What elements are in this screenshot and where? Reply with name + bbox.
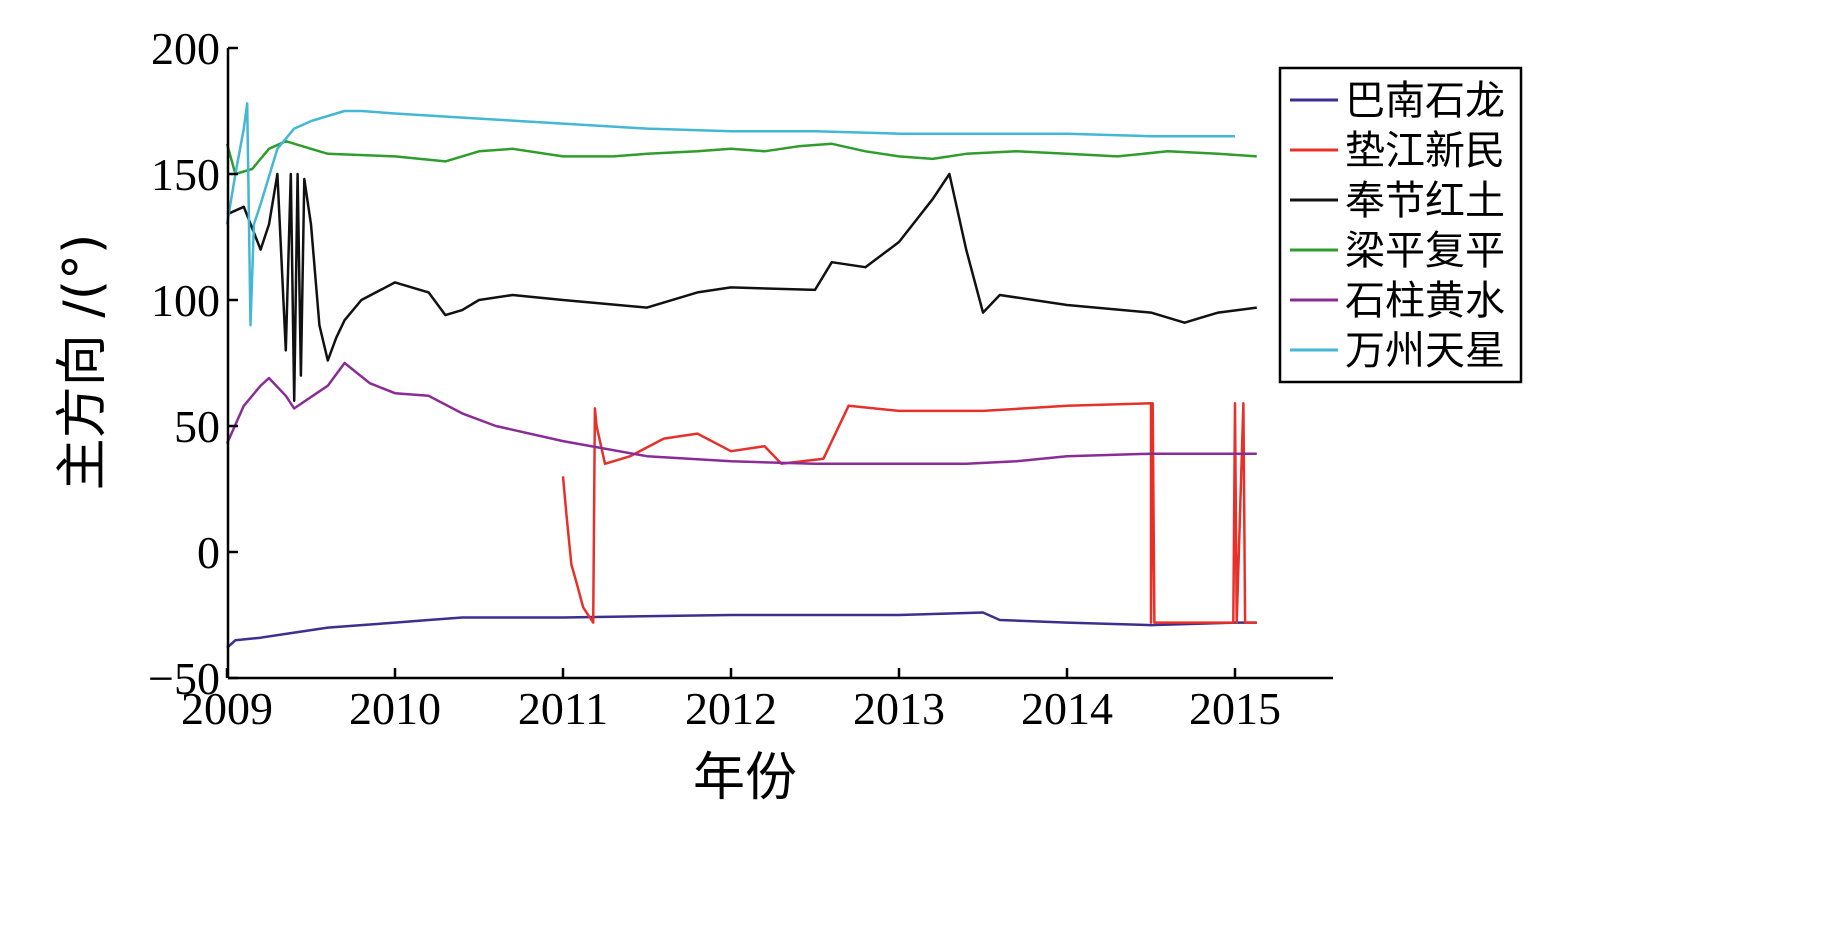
y-tick-label: 50	[174, 401, 220, 452]
y-tick-label: 200	[151, 23, 220, 74]
series-line-1	[561, 402, 1257, 624]
series-lines	[225, 102, 1257, 649]
x-tick-label: 2011	[518, 683, 608, 734]
legend-label: 垫江新民	[1345, 128, 1505, 174]
x-ticks: 2009 2010 2011 2012 2013 2014 2015	[181, 668, 1281, 734]
legend-label: 梁平复平	[1345, 228, 1505, 274]
y-tick-label: 0	[197, 527, 220, 578]
x-axis-title: 年份	[693, 748, 797, 808]
series-line-0	[226, 611, 1257, 649]
series-line-4	[225, 361, 1257, 466]
y-ticks: −50 0 50 100 150 200	[148, 23, 238, 704]
legend-label: 奉节红土	[1345, 178, 1505, 224]
x-tick-label: 2015	[1189, 683, 1281, 734]
y-tick-label: 100	[151, 275, 220, 326]
x-tick-label: 2014	[1021, 683, 1113, 734]
y-tick-label: −50	[148, 653, 220, 704]
legend-label: 石柱黄水	[1345, 278, 1505, 324]
y-tick-label: 150	[151, 149, 220, 200]
x-tick-label: 2009	[181, 683, 273, 734]
legend-label: 巴南石龙	[1345, 78, 1505, 124]
axes	[226, 48, 1333, 680]
y-axis-title: 主方向 /(°)	[53, 234, 113, 491]
legend-label: 万州天星	[1345, 328, 1505, 374]
x-tick-label: 2010	[349, 683, 441, 734]
legend-box	[1278, 66, 1523, 384]
series-line-5	[225, 102, 1235, 327]
x-tick-label: 2013	[853, 683, 945, 734]
x-tick-label: 2012	[685, 683, 777, 734]
series-line-3	[225, 139, 1257, 176]
series-line-2	[226, 172, 1257, 403]
